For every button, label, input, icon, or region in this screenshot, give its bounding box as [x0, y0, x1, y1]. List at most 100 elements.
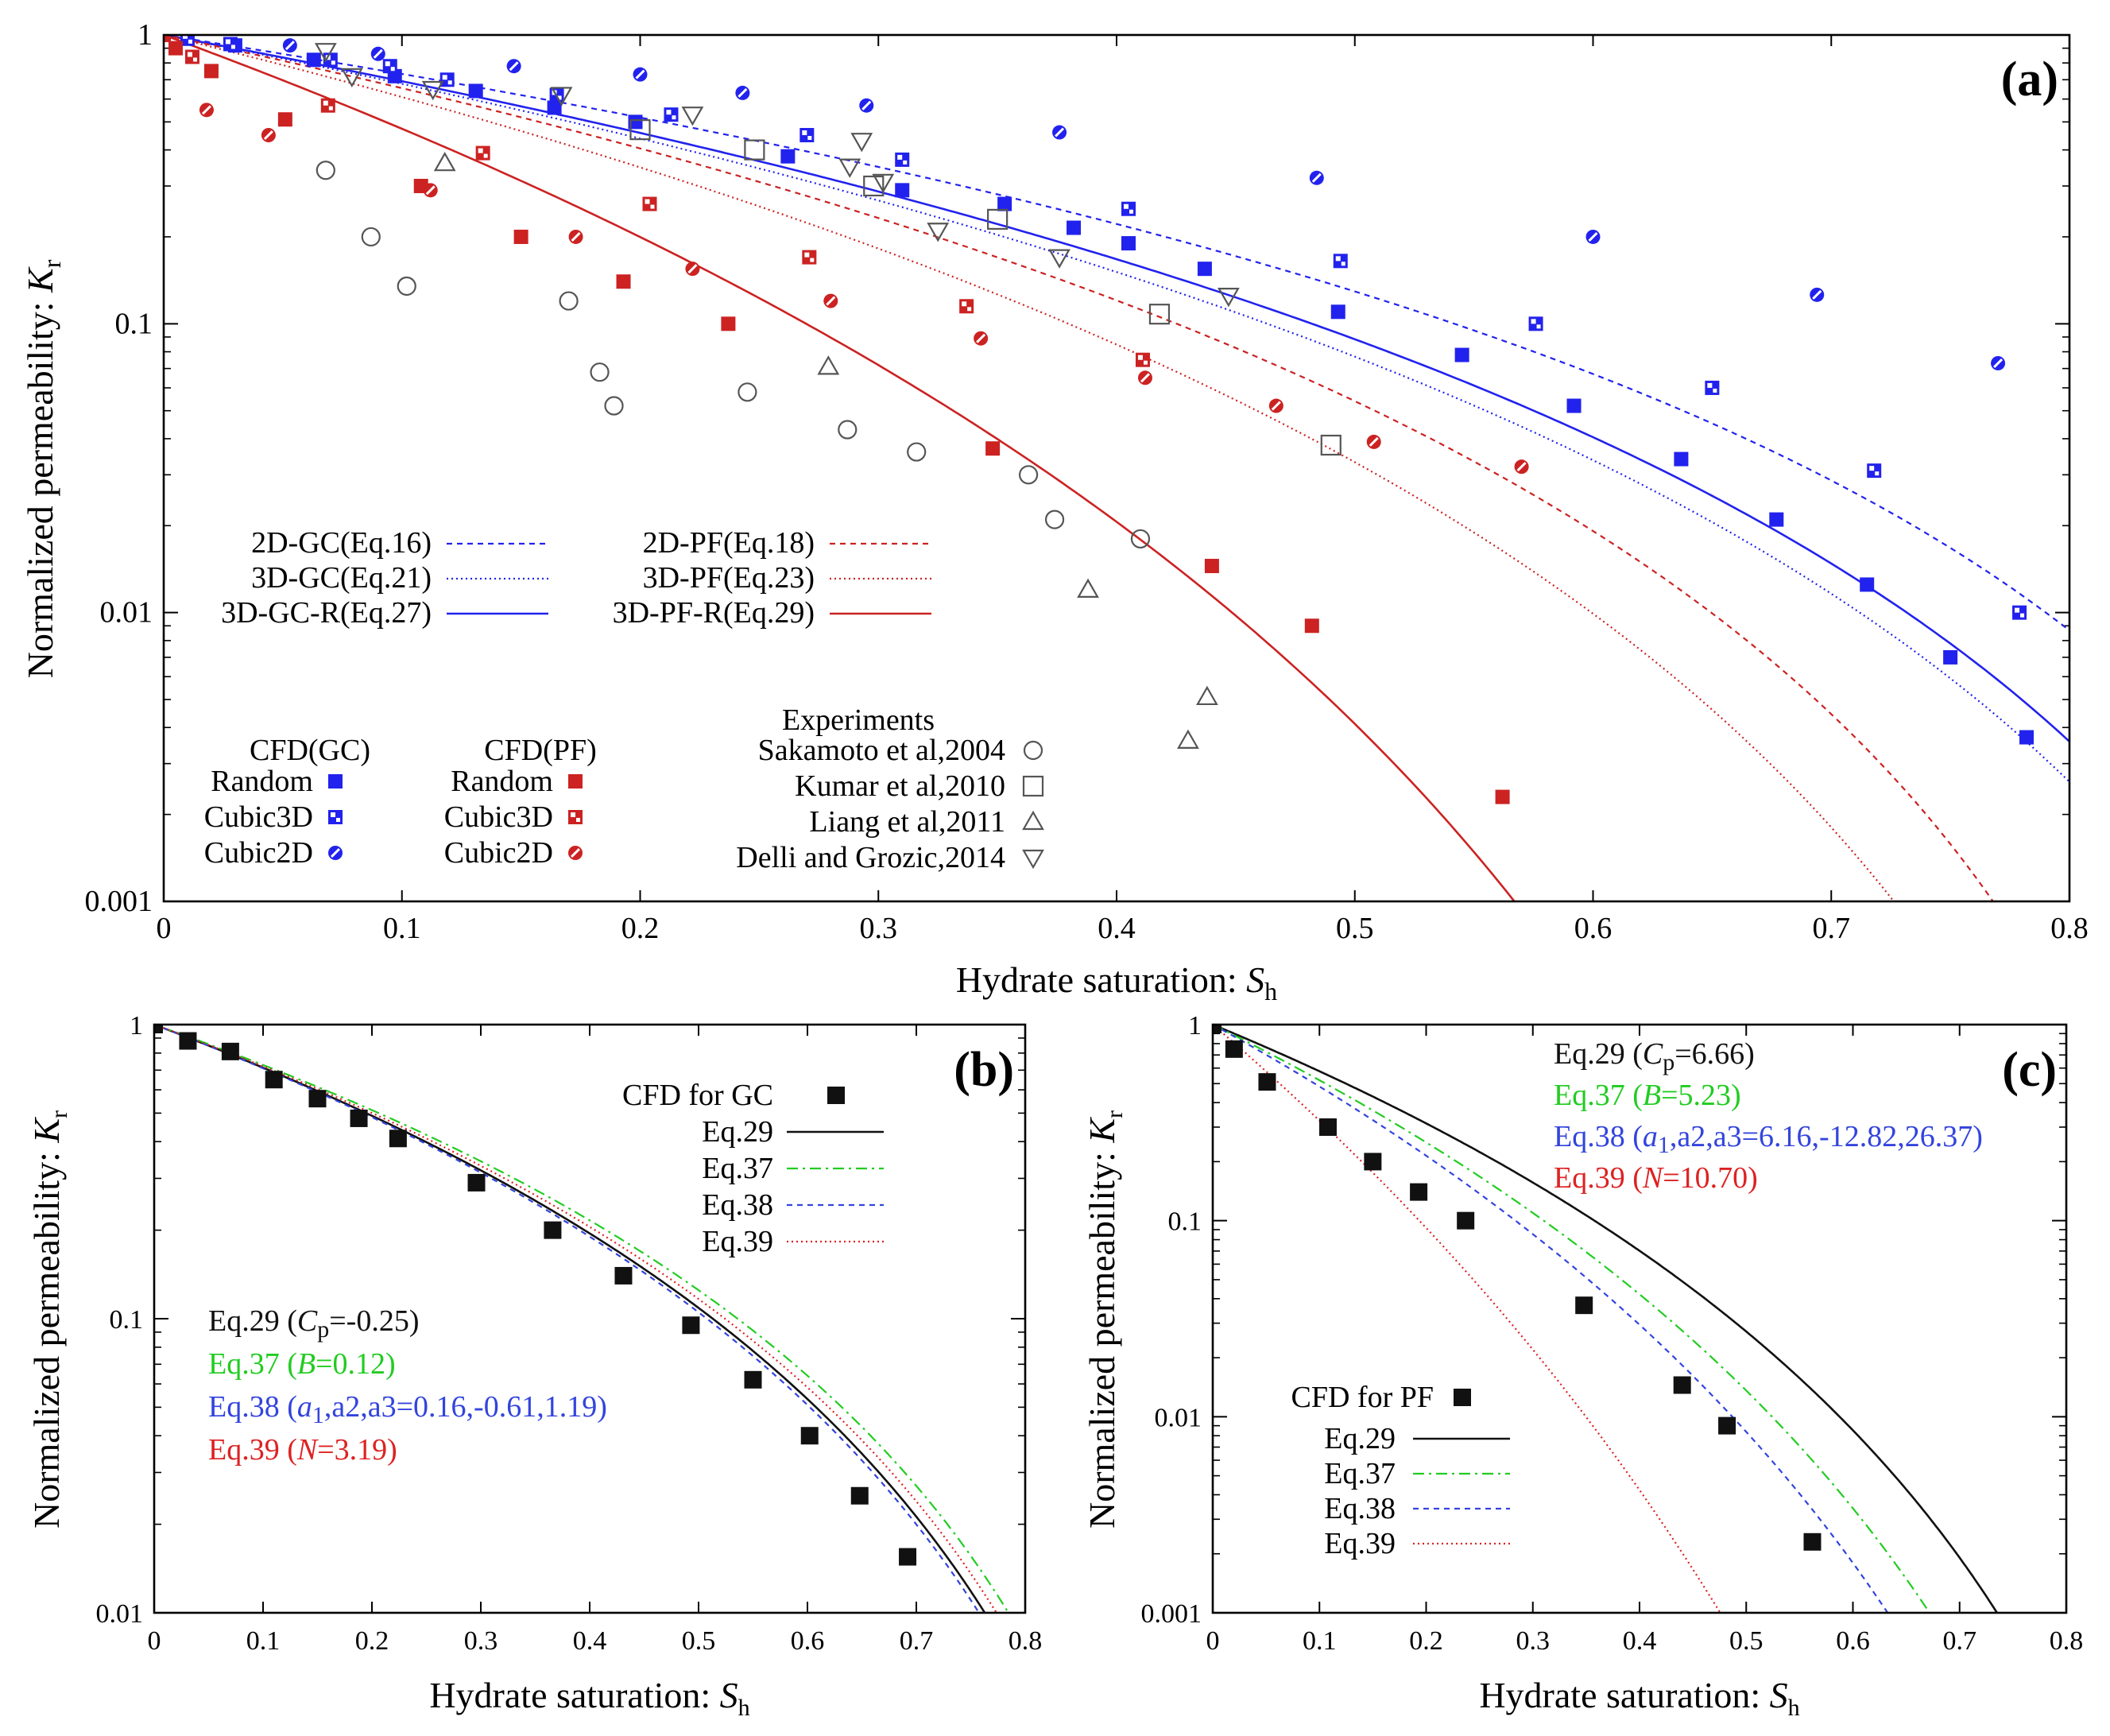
legend-label-gc-cubic3d: Cubic3D: [204, 800, 313, 834]
fit-line-2d-gc-eq-16-: [164, 35, 2069, 632]
panel-a-points: [164, 35, 2035, 804]
legend-marker-cubic2d: [568, 846, 583, 860]
data-point-cfd-for-pf: [1410, 1183, 1428, 1201]
data-point-cubic2d: [1585, 229, 1601, 244]
data-point-sakamoto-et-al-2004: [559, 291, 579, 311]
data-point-sakamoto-et-al-2004: [316, 161, 335, 180]
x-tick-label: 0.6: [1574, 912, 1613, 945]
data-point-cubic2d: [1810, 287, 1825, 302]
data-point-cfd-for-pf: [1457, 1211, 1475, 1230]
data-point-liang-et-al-2011: [1196, 685, 1218, 706]
legend-marker-cfd-gc: [827, 1087, 845, 1104]
data-point-liang-et-al-2011: [1177, 729, 1199, 749]
data-point-delli-and-grozic-2014: [1048, 249, 1070, 269]
y-tick-label: 0.1: [110, 1305, 144, 1335]
legend-label-kumar: Kumar et al,2010: [795, 769, 1005, 803]
panel-a: 0 0.1 0.2 0.3 0.4 0.5 0.6 0.7 0.8 0.001 0.01 0.1 1 (…: [20, 18, 2089, 1006]
legend-label-sakamoto: Sakamoto et al,2004: [758, 734, 1005, 767]
data-point-cfd-for-pf: [1718, 1416, 1736, 1435]
data-point-cubic2d: [261, 127, 276, 142]
legend-marker-cubic3d: [568, 810, 583, 824]
data-point-cubic3d: [1121, 201, 1136, 216]
data-point-random: [628, 114, 643, 130]
x-tick-label: 0.4: [573, 1626, 607, 1656]
x-tick-label: 0.5: [1336, 912, 1374, 945]
data-point-delli-and-grozic-2014: [340, 68, 363, 88]
data-point-cubic2d: [199, 103, 214, 118]
data-point-cubic2d: [423, 183, 438, 198]
data-point-sakamoto-et-al-2004: [590, 362, 610, 382]
fit-line-3d-pf-r-eq-29-: [164, 35, 1516, 901]
data-point-cfd-for-gc: [308, 1090, 327, 1108]
data-point-sakamoto-et-al-2004: [361, 227, 381, 247]
data-point-random: [997, 196, 1012, 211]
data-point-cubic2d: [823, 293, 838, 308]
data-point-cfd-for-gc: [467, 1173, 486, 1192]
fit-line-3d-pf-eq-23-: [164, 35, 1895, 901]
legend-marker-kumar-et-al-2010: [1022, 775, 1044, 797]
data-point-cfd-for-pf: [1258, 1073, 1276, 1091]
data-point-cubic2d: [735, 85, 750, 100]
data-point-random: [1121, 236, 1136, 251]
data-point-delli-and-grozic-2014: [550, 87, 573, 107]
legend-label-c-eq37: Eq.37: [1324, 1457, 1396, 1490]
y-tick-label: 0.01: [1155, 1403, 1202, 1432]
legend-marker-random: [568, 774, 583, 789]
legend-label-3d-gc-r: 3D-GC-R(Eq.27): [221, 596, 432, 630]
data-point-random: [780, 149, 796, 164]
x-tick-label: 0.3: [860, 912, 898, 945]
data-point-cubic2d: [633, 67, 648, 82]
param-c-eq37: Eq.37 (B=5.23): [1554, 1079, 1741, 1112]
fit-line-eq-38: [1213, 1025, 1889, 1613]
data-point-cubic3d: [475, 145, 490, 161]
legend-label-b-eq37: Eq.37: [702, 1152, 773, 1185]
x-tick-label: 0.2: [1409, 1626, 1443, 1656]
data-point-cubic2d: [974, 331, 989, 346]
panel-a-ticks: [163, 34, 2070, 902]
legend-label-liang: Liang et al,2011: [809, 805, 1005, 839]
data-point-cfd-for-pf: [1225, 1040, 1243, 1058]
y-tick-label: 0.001: [1141, 1599, 1202, 1629]
x-tick-label: 0.2: [355, 1626, 389, 1656]
panel-c-params: Eq.29 (Cp=6.66) Eq.37 (B=5.23) Eq.38 (a1…: [1554, 1037, 1983, 1195]
data-point-cubic2d: [282, 38, 297, 53]
legend-label-delli: Delli and Grozic,2014: [736, 841, 1005, 874]
legend-title-experiments: Experiments: [782, 703, 935, 737]
y-tick-label: 1: [1188, 1011, 1202, 1040]
y-tick-label: 1: [130, 1011, 143, 1040]
data-point-delli-and-grozic-2014: [314, 43, 337, 63]
data-point-cubic3d: [1867, 463, 1882, 479]
legend-title-cfd-gc: CFD(GC): [250, 734, 370, 767]
data-point-random: [2019, 730, 2035, 745]
panel-b-y-axis-label: Normalized permeability: Kr: [26, 1110, 72, 1529]
legend-marker-liang-et-al-2011: [1022, 810, 1044, 831]
panel-c-x-axis-label: Hydrate saturation: Sh: [1479, 1675, 1799, 1721]
data-point-cfd-for-gc: [350, 1109, 368, 1127]
fit-line-3d-gc-eq-21-: [164, 35, 2069, 783]
legend-label-b-eq38: Eq.38: [702, 1188, 773, 1222]
param-b-eq29: Eq.29 (Cp=-0.25): [208, 1304, 419, 1343]
data-point-sakamoto-et-al-2004: [397, 276, 416, 296]
data-point-cubic3d: [959, 299, 974, 314]
data-point-cubic3d: [1528, 316, 1543, 331]
data-point-kumar-et-al-2010: [744, 139, 765, 161]
data-point-cubic3d: [1135, 352, 1150, 367]
y-tick-label: 0.1: [1168, 1207, 1202, 1237]
data-point-sakamoto-et-al-2004: [1018, 465, 1039, 485]
panel-c-tick-labels: 0 0.1 0.2 0.3 0.4 0.5 0.6 0.7 0.8 0.001 0.01 0.1 1: [1141, 1011, 2084, 1656]
data-point-cfd-for-gc: [800, 1427, 819, 1445]
data-point-liang-et-al-2011: [1077, 578, 1099, 598]
param-c-eq29: Eq.29 (Cp=6.66): [1554, 1037, 1755, 1075]
data-point-cubic2d: [1514, 459, 1529, 475]
x-tick-label: 0.3: [464, 1626, 498, 1656]
legend-label-cfd-gc: CFD for GC: [622, 1079, 773, 1112]
data-point-random: [1943, 649, 1958, 665]
legend-label-b-eq29: Eq.29: [702, 1115, 773, 1149]
data-point-random: [1566, 398, 1582, 413]
panel-b-params: Eq.29 (Cp=-0.25) Eq.37 (B=0.12) Eq.38 (a…: [208, 1304, 607, 1467]
data-point-sakamoto-et-al-2004: [604, 396, 624, 416]
data-point-cfd-for-pf: [1213, 1025, 1221, 1033]
data-point-kumar-et-al-2010: [1320, 434, 1341, 456]
data-point-cfd-for-gc: [744, 1370, 762, 1389]
